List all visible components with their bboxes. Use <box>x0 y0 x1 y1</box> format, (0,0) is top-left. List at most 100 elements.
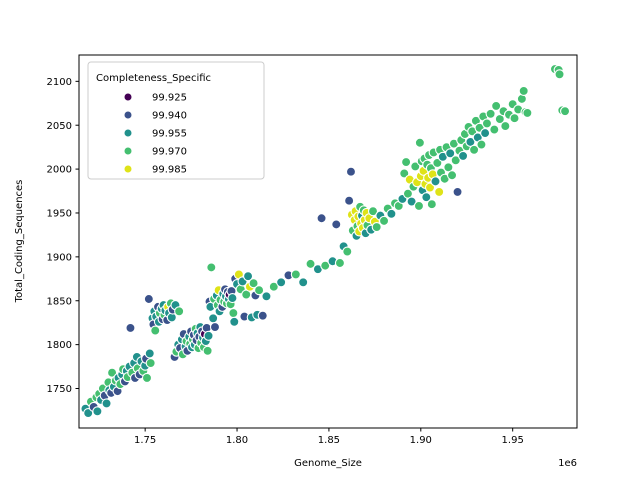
scatter-point <box>331 219 342 230</box>
scatter-point <box>143 293 154 305</box>
y-tick-label: 2000 <box>47 165 72 176</box>
x-tick-label: 1.80 <box>226 435 248 446</box>
scatter-point <box>480 128 491 139</box>
x-tick-label: 1.90 <box>410 435 432 446</box>
scatter-point <box>276 277 287 288</box>
scatter-point <box>371 221 382 233</box>
legend-marker <box>123 110 133 120</box>
x-tick-label: 1.95 <box>502 435 524 446</box>
scatter-point <box>229 316 240 327</box>
scatter-point <box>413 200 425 212</box>
legend-entry-label: 99.970 <box>152 147 187 158</box>
scatter-point <box>410 161 421 172</box>
scatter-point <box>92 406 103 417</box>
scatter-point <box>261 291 272 302</box>
scatter-point <box>227 293 238 304</box>
scatter-point <box>430 176 441 187</box>
x-axis-label: Genome_Size <box>294 458 362 469</box>
scatter-point <box>469 144 480 155</box>
y-tick-label: 2100 <box>47 77 72 88</box>
scatter-point <box>518 85 529 97</box>
scatter-point <box>452 186 463 197</box>
scatter-point <box>342 246 353 257</box>
scatter-point <box>424 182 436 193</box>
scatter-point <box>489 124 500 135</box>
scatter-point <box>141 372 153 384</box>
scatter-point <box>554 69 565 80</box>
scatter-point <box>290 269 301 280</box>
scatter-point <box>174 306 185 317</box>
legend-entries: 99.925 99.940 99.955 99.970 99.985 <box>123 92 187 176</box>
scatter-point <box>446 170 458 181</box>
legend-entry-label: 99.985 <box>152 165 187 176</box>
x-tick-label: 1.85 <box>318 435 340 446</box>
legend-title: Completeness_Specific <box>96 73 211 84</box>
scatter-point <box>378 215 390 226</box>
scatter-point <box>298 277 309 288</box>
y-tick-label: 1800 <box>47 340 72 351</box>
y-tick-label: 1900 <box>47 252 72 263</box>
scatter-point <box>345 166 357 177</box>
scatter-point <box>485 108 496 119</box>
scatter-point <box>450 155 461 166</box>
scatter-point <box>399 168 410 179</box>
legend[interactable]: Completeness_Specific 99.925 99.940 99.955… <box>87 61 265 180</box>
scatter-point <box>491 100 502 111</box>
x-axis-ticks: 1.75 1.80 1.85 1.90 1.95 <box>134 428 524 446</box>
legend-entry-label: 99.925 <box>152 93 187 104</box>
legend-entry-label: 99.955 <box>152 129 187 140</box>
scatter-point <box>344 195 355 206</box>
legend-marker <box>123 164 133 174</box>
scatter-point <box>208 313 219 324</box>
scatter-point <box>202 345 213 356</box>
scatter-point <box>509 113 520 124</box>
y-axis-label: Total_Coding_Sequences <box>14 180 25 304</box>
scatter-point <box>268 281 279 292</box>
scatter-point <box>367 206 379 217</box>
scatter-point <box>257 310 268 321</box>
scatter-point <box>144 348 155 359</box>
x-tick-label: 1.75 <box>134 435 156 446</box>
legend-marker <box>123 146 133 156</box>
scatter-point <box>243 271 254 282</box>
scatter-point <box>421 192 432 203</box>
legend-marker <box>123 92 133 102</box>
scatter-point <box>203 330 214 341</box>
y-tick-label: 1750 <box>47 384 72 395</box>
axes-spines <box>78 54 578 429</box>
scatter-point <box>401 157 412 168</box>
scatter-point <box>316 213 327 224</box>
legend-entry-label: 99.940 <box>152 111 187 122</box>
scatter-point <box>458 150 469 161</box>
legend-marker <box>123 128 133 138</box>
scatter-point <box>386 208 397 219</box>
scatter-point <box>414 137 425 148</box>
y-tick-label: 1850 <box>47 296 72 307</box>
x-axis-offset-text: 1e6 <box>558 458 577 469</box>
scatter-point <box>426 199 437 210</box>
scatter-point <box>432 157 443 168</box>
scatter-point <box>476 139 487 150</box>
scatter-point <box>101 398 112 409</box>
scatter-point <box>254 285 265 296</box>
scatter-point <box>145 357 156 369</box>
scatter-point <box>206 262 217 273</box>
scatter-point <box>434 186 445 197</box>
scatter-point <box>125 322 136 334</box>
scatter-point <box>209 322 221 333</box>
scatter-point <box>481 118 493 129</box>
scatter-point <box>305 258 316 269</box>
scatter-point <box>406 196 417 207</box>
scatter-point <box>248 278 259 289</box>
y-tick-label: 2050 <box>47 121 72 132</box>
scatter-point <box>334 257 345 269</box>
scatter-point <box>522 107 533 118</box>
scatter-point <box>560 106 571 117</box>
data-points-layer <box>80 63 571 419</box>
scatter-point <box>228 307 239 319</box>
y-tick-label: 1950 <box>47 209 72 220</box>
scatter-point <box>320 260 331 271</box>
scatter-point <box>500 121 511 132</box>
